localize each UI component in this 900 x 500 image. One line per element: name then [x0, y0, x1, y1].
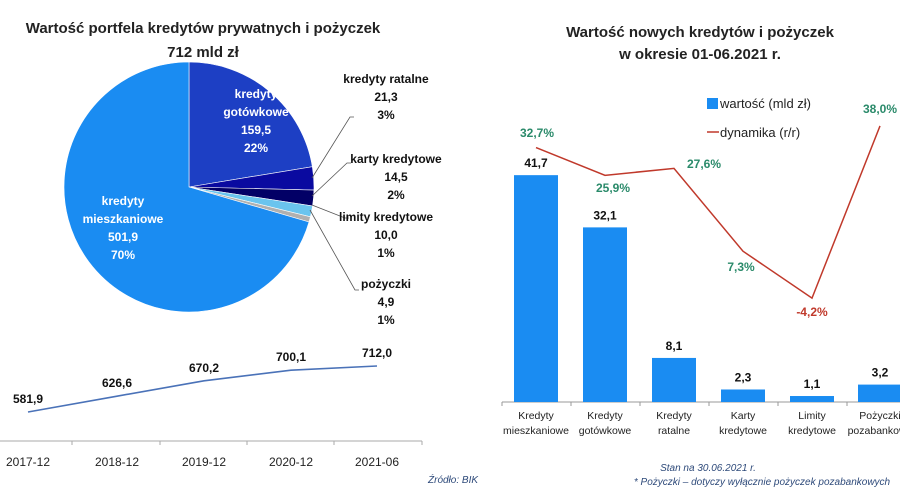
data-label: 626,6: [102, 376, 132, 390]
pie-label: 159,5: [241, 123, 271, 137]
pie-slice: [63, 61, 310, 313]
pie-label: 1%: [377, 246, 395, 260]
pie-label: 1%: [377, 313, 395, 327]
category-label: mieszkaniowe: [503, 425, 569, 437]
category-label: Pożyczki: [859, 410, 900, 422]
x-tick-label: 2021-06: [355, 455, 399, 469]
pie-label: 2%: [387, 188, 405, 202]
pie-chart: kredyty gotówkowe 159,5 22% kredyty mieszkani…: [63, 61, 442, 327]
bar-title: Wartość nowych kredytów i pożyczek: [566, 24, 835, 41]
dynamics-label: 7,3%: [727, 260, 755, 274]
pie-label: pożyczki: [361, 277, 411, 291]
data-label: 581,9: [13, 392, 43, 406]
category-label: kredytowe: [719, 425, 767, 437]
pie-label: limity kredytowe: [339, 210, 433, 224]
leader-line: [311, 204, 349, 219]
bar-subtitle: w okresie 01-06.2021 r.: [618, 46, 781, 63]
bar-chart: 41,7 Kredyty mieszkaniowe 32,1 Kredyty gotówk…: [501, 96, 900, 437]
legend-swatch-bar: [707, 98, 718, 109]
category-label: Kredyty: [587, 410, 623, 422]
pie-label: 4,9: [378, 295, 395, 309]
bar-value-label: 3,2: [872, 366, 889, 380]
x-tick-label: 2020-12: [269, 455, 313, 469]
pie-label: 21,3: [374, 90, 398, 104]
pie-label: gotówkowe: [223, 105, 289, 119]
category-label: Kredyty: [656, 410, 692, 422]
leader-line: [311, 162, 351, 197]
category-label: Limity: [798, 410, 826, 422]
footnote-date: Stan na 30.06.2021 r.: [660, 463, 756, 474]
data-label: 670,2: [189, 361, 219, 375]
dynamics-label: 38,0%: [863, 102, 897, 116]
x-tick-label: 2019-12: [182, 455, 226, 469]
category-label: gotówkowe: [579, 425, 632, 437]
bar-value-label: 32,1: [593, 208, 617, 222]
bar: [858, 384, 900, 402]
pie-label: 14,5: [384, 170, 408, 184]
bar-value-label: 41,7: [524, 156, 548, 170]
dynamics-label: 32,7%: [520, 126, 554, 140]
dynamics-label: 27,6%: [687, 157, 721, 171]
x-tick-label: 2018-12: [95, 455, 139, 469]
pie-label: 22%: [244, 141, 268, 155]
pie-slice: [188, 61, 313, 188]
portfolio-line: [27, 365, 378, 413]
pie-label: 501,9: [108, 230, 138, 244]
pie-label: 70%: [111, 248, 135, 262]
pie-subtitle: 712 mld zł: [167, 44, 240, 61]
pie-label: 3%: [377, 108, 395, 122]
source-note: Źródło: BIK: [427, 473, 479, 486]
pie-label: kredyty: [102, 194, 145, 208]
bar: [514, 175, 558, 402]
category-label: ratalne: [658, 425, 690, 437]
bar: [583, 227, 627, 402]
footnote-loans: * Pożyczki – dotyczy wyłącznie pożyczek …: [634, 477, 891, 488]
dynamics-label: -4,2%: [796, 305, 828, 319]
pie-label: kredyty: [235, 87, 278, 101]
bar-value-label: 2,3: [735, 370, 752, 384]
pie-label: kredyty ratalne: [343, 72, 429, 86]
legend-label: dynamika (r/r): [720, 125, 800, 140]
bar: [790, 396, 834, 402]
category-label: Karty: [731, 410, 756, 422]
line-chart: 581,9 2017-12 626,6 2018-12 670,2 2019-12 700,…: [0, 346, 423, 469]
bar: [652, 357, 696, 402]
bar: [721, 389, 765, 402]
pie-title: Wartość portfela kredytów prywatnych i p…: [26, 20, 381, 37]
x-tick-label: 2017-12: [6, 455, 50, 469]
dynamics-label: 25,9%: [596, 181, 630, 195]
leader-line: [311, 116, 354, 179]
category-label: Kredyty: [518, 410, 554, 422]
bar-value-label: 1,1: [804, 377, 821, 391]
data-label: 700,1: [276, 350, 306, 364]
leader-line: [309, 209, 359, 291]
dynamics-line: [535, 125, 881, 300]
pie-label: 10,0: [374, 228, 398, 242]
category-label: pozabankowe: [848, 425, 900, 437]
category-label: kredytowe: [788, 425, 836, 437]
bar-value-label: 8,1: [666, 339, 683, 353]
pie-label: karty kredytowe: [350, 152, 442, 166]
pie-label: mieszkaniowe: [83, 212, 164, 226]
data-label: 712,0: [362, 346, 392, 360]
legend-label: wartość (mld zł): [719, 96, 811, 111]
